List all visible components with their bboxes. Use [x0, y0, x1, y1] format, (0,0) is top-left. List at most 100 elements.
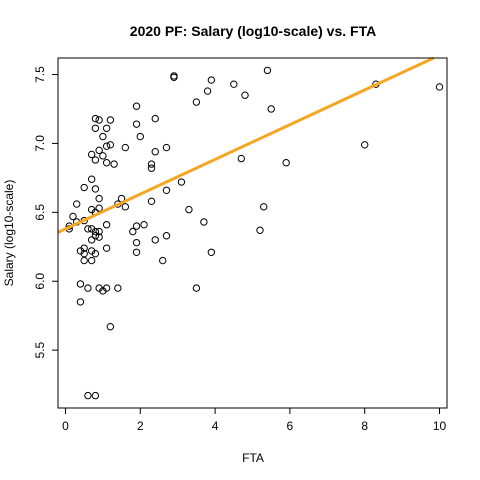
- data-point: [91, 232, 100, 240]
- data-point: [91, 391, 100, 400]
- y-tick-label: 7.0: [33, 135, 47, 152]
- y-tick-label: 6.5: [33, 204, 47, 221]
- data-point: [91, 185, 100, 193]
- data-point: [91, 249, 100, 258]
- points-layer: [65, 66, 444, 400]
- data-point: [95, 227, 103, 236]
- data-point: [132, 120, 141, 128]
- data-point: [91, 114, 100, 123]
- data-point: [435, 83, 444, 91]
- data-point: [136, 132, 144, 141]
- data-point: [106, 323, 115, 331]
- data-point: [80, 183, 88, 192]
- y-tick-label: 5.5: [33, 341, 47, 358]
- data-point: [91, 156, 100, 164]
- data-point: [106, 141, 115, 149]
- trend-line: [57, 56, 435, 234]
- data-point: [102, 221, 111, 229]
- data-point: [73, 200, 81, 208]
- data-point: [151, 114, 159, 123]
- data-point: [121, 203, 130, 211]
- data-point: [95, 233, 103, 241]
- y-axis: 5.5 6.0 6.5 7.0 7.5: [33, 66, 58, 358]
- data-point: [121, 143, 130, 152]
- chart-title: 2020 PF: Salary (log10-scale) vs. FTA: [130, 23, 376, 39]
- data-point: [170, 73, 178, 81]
- data-point: [84, 391, 92, 400]
- x-tick-label: 10: [433, 419, 447, 433]
- data-point: [237, 154, 245, 163]
- data-point: [129, 227, 137, 236]
- data-point: [99, 152, 107, 160]
- data-point: [87, 256, 96, 265]
- data-point: [200, 218, 208, 226]
- data-point: [162, 232, 171, 240]
- data-point: [102, 142, 111, 150]
- data-point: [267, 105, 275, 113]
- data-point: [84, 284, 92, 292]
- data-point: [95, 194, 103, 203]
- plot-area: [57, 56, 444, 400]
- data-point: [76, 298, 85, 306]
- y-tick-label: 7.5: [33, 66, 47, 83]
- data-point: [102, 244, 111, 252]
- data-point: [151, 148, 159, 156]
- data-point: [185, 205, 193, 214]
- y-axis-label: Salary (log10-scale): [2, 180, 16, 287]
- data-point: [102, 159, 111, 167]
- plot-frame: [57, 57, 448, 409]
- data-point: [282, 159, 290, 167]
- data-point: [361, 141, 369, 149]
- data-point: [162, 143, 171, 152]
- data-point: [69, 212, 77, 221]
- data-point: [192, 284, 201, 292]
- data-point: [95, 116, 103, 124]
- data-point: [230, 80, 238, 88]
- data-point: [192, 98, 201, 106]
- data-point: [162, 186, 171, 194]
- data-point: [76, 280, 85, 288]
- data-point: [87, 175, 96, 183]
- data-point: [207, 76, 216, 84]
- data-point: [147, 197, 156, 206]
- data-point: [256, 226, 264, 234]
- x-axis-label: FTA: [242, 451, 264, 465]
- data-point: [263, 66, 272, 75]
- data-point: [80, 256, 88, 265]
- data-point: [87, 150, 96, 159]
- data-point: [147, 164, 156, 172]
- data-point: [132, 248, 141, 256]
- x-axis: 0 2 4 6 8 10: [62, 408, 447, 433]
- data-point: [260, 203, 268, 211]
- data-point: [132, 102, 141, 110]
- data-point: [106, 116, 115, 124]
- data-point: [132, 238, 141, 247]
- data-point: [241, 91, 249, 99]
- data-point: [95, 204, 103, 212]
- data-point: [84, 225, 92, 233]
- data-point: [114, 284, 122, 292]
- data-point: [159, 256, 167, 265]
- data-point: [151, 236, 159, 244]
- x-tick-label: 2: [137, 419, 144, 433]
- data-point: [87, 236, 96, 244]
- data-point: [147, 160, 156, 168]
- x-tick-label: 4: [212, 419, 219, 433]
- data-point: [91, 124, 100, 132]
- x-tick-label: 8: [361, 419, 368, 433]
- data-point: [132, 222, 141, 230]
- data-point: [203, 87, 212, 95]
- data-point: [102, 124, 111, 132]
- data-point: [99, 132, 107, 141]
- data-point: [102, 284, 111, 292]
- data-point: [95, 146, 103, 155]
- y-tick-label: 6.0: [33, 273, 47, 290]
- data-point: [80, 244, 88, 252]
- data-point: [110, 160, 118, 168]
- x-tick-label: 0: [62, 419, 69, 433]
- x-tick-label: 6: [287, 419, 294, 433]
- data-point: [177, 178, 186, 186]
- data-point: [91, 227, 100, 236]
- data-point: [207, 248, 216, 256]
